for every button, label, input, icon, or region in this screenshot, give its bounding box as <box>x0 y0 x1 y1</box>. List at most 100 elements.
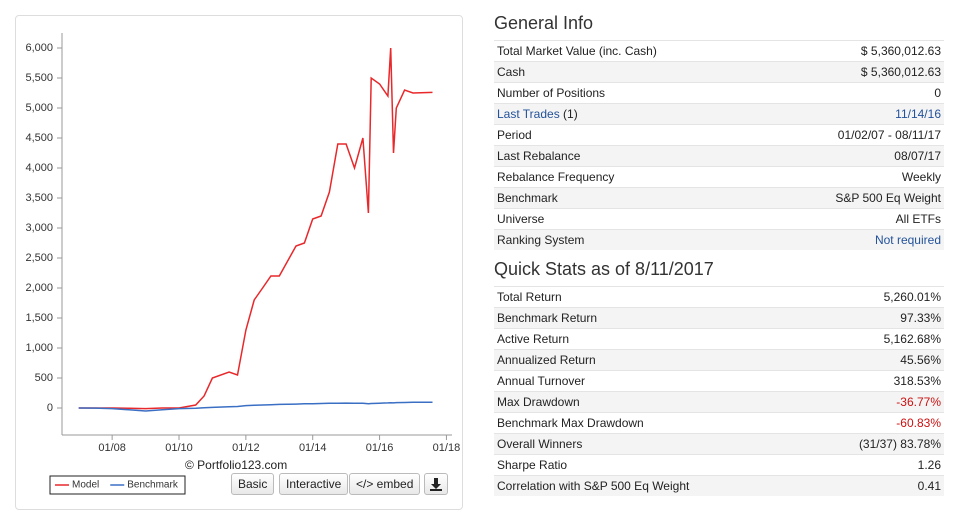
row-label-cell: Correlation with S&P 500 Eq Weight <box>497 476 689 496</box>
row-label-cell: Benchmark Max Drawdown <box>497 413 644 433</box>
y-tick-label: 2,500 <box>25 252 53 264</box>
row-value: 0 <box>934 86 941 100</box>
row-label-cell: Annual Turnover <box>497 371 585 391</box>
table-row: Benchmark S&P 500 Eq Weight <box>494 187 944 208</box>
chart: 0 500 1,000 1,500 2,000 2,500 3,000 3,500 4,000 4… <box>25 33 461 495</box>
x-tick-label: 01/08 <box>98 442 126 454</box>
table-row: Last Rebalance 08/07/17 <box>494 145 944 166</box>
table-row: Rebalance Frequency Weekly <box>494 166 944 187</box>
table-row: Max Drawdown -36.77% <box>494 391 944 412</box>
x-tick-label: 01/16 <box>366 442 394 454</box>
y-tick-label: 3,500 <box>25 192 53 204</box>
y-tick-label: 5,000 <box>25 102 53 114</box>
row-label: Total Return <box>497 290 562 304</box>
info-table: Total Market Value (inc. Cash) $ 5,360,01… <box>494 40 944 250</box>
row-value: 318.53% <box>893 374 941 388</box>
row-label: Overall Winners <box>497 437 583 451</box>
y-tick-label: 1,000 <box>25 342 53 354</box>
row-count: (1) <box>563 107 578 121</box>
legend: Model Benchmark <box>49 475 186 495</box>
credit: © Portfolio123.com <box>185 458 288 472</box>
row-value: 45.56% <box>900 353 941 367</box>
chart-panel <box>15 15 463 510</box>
section-title: Quick Stats as of 8/11/2017 <box>494 259 714 279</box>
row-value: 1.26 <box>917 458 941 472</box>
row-value: Weekly <box>901 170 941 184</box>
y-tick-label: 0 <box>47 402 53 414</box>
row-value: 5,162.68% <box>883 332 941 346</box>
row-value: -60.83% <box>896 416 941 430</box>
row-value: S&P 500 Eq Weight <box>835 191 941 205</box>
row-value: All ETFs <box>895 212 941 226</box>
embed-button[interactable]: </> embed <box>349 473 421 495</box>
row-label-cell: Period <box>497 125 532 145</box>
x-tick-label: 01/18 <box>433 442 461 454</box>
download-icon <box>430 478 442 491</box>
interactive-button[interactable]: Interactive <box>279 473 349 495</box>
row-label-cell: Benchmark Return <box>497 308 597 328</box>
row-label-cell: Last Rebalance <box>497 146 580 166</box>
row-value: (31/37) 83.78% <box>858 437 941 451</box>
row-label: Total Market Value (inc. Cash) <box>497 44 657 58</box>
table-row: Total Market Value (inc. Cash) $ 5,360,01… <box>494 40 944 61</box>
row-value: 01/02/07 - 08/11/17 <box>837 128 941 142</box>
table-row: Universe All ETFs <box>494 208 944 229</box>
row-label[interactable]: Last Trades <box>497 107 560 121</box>
y-tick-label: 1,500 <box>25 312 53 324</box>
row-value: 5,260.01% <box>883 290 941 304</box>
y-tick-label: 500 <box>35 372 53 384</box>
table-row: Annual Turnover 318.53% <box>494 370 944 391</box>
table-row: Overall Winners (31/37) 83.78% <box>494 433 944 454</box>
row-label: Annualized Return <box>497 353 596 367</box>
row-label-cell: Number of Positions <box>497 83 605 103</box>
y-tick-label: 3,000 <box>25 222 53 234</box>
row-label: Benchmark Max Drawdown <box>497 416 644 430</box>
general-info: General Info Total Market Value (inc. Ca… <box>494 12 944 250</box>
row-label: Rebalance Frequency <box>497 170 615 184</box>
row-label-cell: Active Return <box>497 329 569 349</box>
row-label: Benchmark <box>497 191 558 205</box>
row-label-cell: Universe <box>497 209 544 229</box>
table-row: Total Return 5,260.01% <box>494 286 944 307</box>
row-label-cell: Annualized Return <box>497 350 596 370</box>
stats-table: Total Return 5,260.01% Benchmark Return 97.… <box>494 286 944 496</box>
legend-label: Model <box>72 480 99 491</box>
row-label-cell: Ranking System <box>497 230 584 250</box>
row-value: $ 5,360,012.63 <box>860 65 941 79</box>
series-line <box>78 401 433 412</box>
x-tick-label: 01/14 <box>299 442 327 454</box>
row-label: Ranking System <box>497 233 585 247</box>
row-label-cell: Rebalance Frequency <box>497 167 614 187</box>
row-label-cell: Last Trades (1) <box>497 104 578 124</box>
table-row: Cash $ 5,360,012.63 <box>494 61 944 82</box>
row-value: 0.41 <box>917 479 941 493</box>
table-row: Benchmark Max Drawdown -60.83% <box>494 412 944 433</box>
row-label: Correlation with S&P 500 Eq Weight <box>497 479 690 493</box>
download-button[interactable] <box>424 473 448 495</box>
table-row: Correlation with S&P 500 Eq Weight 0.41 <box>494 475 944 496</box>
row-label-cell: Max Drawdown <box>497 392 580 412</box>
row-label: Period <box>497 128 532 142</box>
table-row: Benchmark Return 97.33% <box>494 307 944 328</box>
legend-label: Benchmark <box>127 480 179 491</box>
section-title: General Info <box>494 13 594 33</box>
row-label: Sharpe Ratio <box>497 458 568 472</box>
table-row: Ranking System Not required <box>494 229 944 250</box>
row-value: 97.33% <box>900 311 941 325</box>
basic-button[interactable]: Basic <box>231 473 275 495</box>
row-label: Last Rebalance <box>497 149 581 163</box>
row-label-cell: Benchmark <box>497 188 558 208</box>
row-label-cell: Overall Winners <box>497 434 582 454</box>
row-label-cell: Cash <box>497 62 525 82</box>
y-tick-label: 5,500 <box>25 72 53 84</box>
x-tick-label: 01/10 <box>165 442 193 454</box>
table-row: Period 01/02/07 - 08/11/17 <box>494 124 944 145</box>
series-line <box>78 47 433 410</box>
row-label: Universe <box>497 212 545 226</box>
table-row: Active Return 5,162.68% <box>494 328 944 349</box>
row-label: Number of Positions <box>497 86 606 100</box>
row-label-cell: Sharpe Ratio <box>497 455 567 475</box>
row-value[interactable]: Not required <box>874 233 941 247</box>
row-value[interactable]: 11/14/16 <box>895 107 941 121</box>
